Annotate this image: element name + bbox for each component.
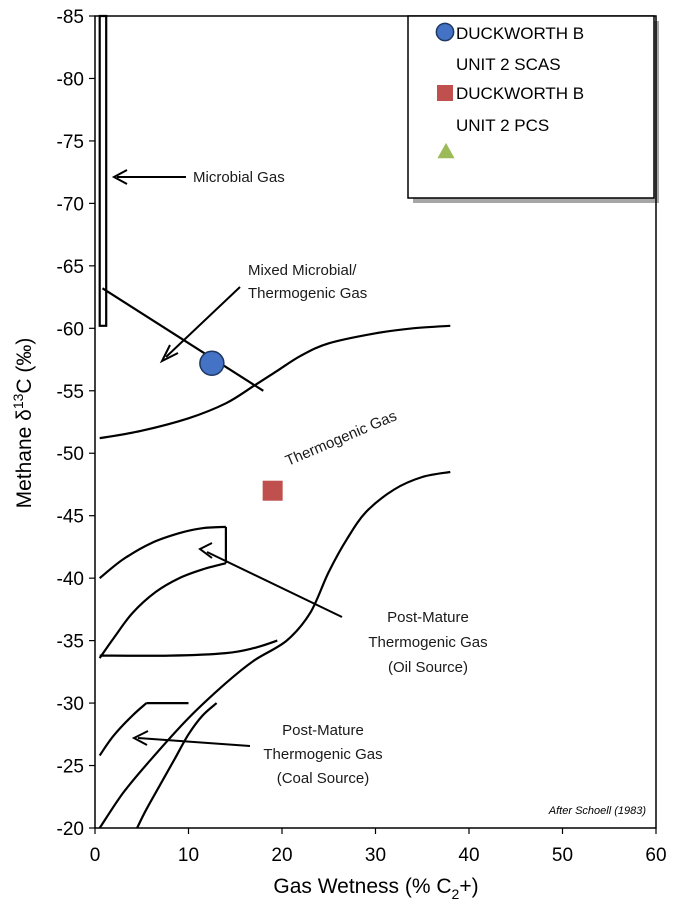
x-axis-title: Gas Wetness (% C2+) <box>273 875 478 902</box>
boundary-thermo-upper <box>99 324 451 440</box>
x-tick-label: 50 <box>552 845 573 866</box>
region-label-post-oil-line1: Post-Mature <box>387 609 469 626</box>
tick-layer: 0 10 20 30 40 50 60 -85 -80 -75 -70 -65 -60 -55 -50 -45… <box>57 7 667 866</box>
y-tick-label: -35 <box>57 632 84 653</box>
arrow-microbial <box>111 169 186 185</box>
region-label-post-oil-line3: (Oil Source) <box>388 659 468 676</box>
y-tick-label: -85 <box>57 7 84 28</box>
y-tick-label: -45 <box>57 507 84 528</box>
legend-label-pcs-line1: DUCKWORTH B <box>456 84 584 103</box>
boundary-coal-left <box>98 702 148 757</box>
y-tick-label: -75 <box>57 132 84 153</box>
y-tick-label: -60 <box>57 319 84 340</box>
x-tick-label: 10 <box>178 845 199 866</box>
x-tick-label: 20 <box>271 845 292 866</box>
boundary-oil-outer <box>99 525 226 580</box>
region-label-post-oil-line2: Thermogenic Gas <box>368 634 487 651</box>
boundary-microbial-box <box>98 14 108 327</box>
region-label-post-coal-line2: Thermogenic Gas <box>263 746 382 763</box>
y-tick-label: -50 <box>57 444 84 465</box>
boundary-mixed-line <box>101 287 264 392</box>
legend-label-scas-line2: UNIT 2 SCAS <box>456 55 561 74</box>
y-tick-label: -40 <box>57 569 84 590</box>
legend: DUCKWORTH B UNIT 2 SCAS DUCKWORTH B UNIT… <box>407 15 659 203</box>
region-label-microbial: Microbial Gas <box>193 169 285 186</box>
boundary-coal-inner <box>136 702 218 829</box>
y-tick-label: -20 <box>57 819 84 840</box>
region-label-mixed-line1: Mixed Microbial/ <box>248 262 357 279</box>
arrow-post-oil <box>198 542 343 618</box>
arrow-post-coal <box>131 730 251 747</box>
arrow-mixed <box>159 286 241 364</box>
region-label-post-coal-line1: Post-Mature <box>282 722 364 739</box>
y-tick-label: -55 <box>57 382 84 403</box>
boundary-oil-bottom <box>99 639 278 657</box>
legend-label-scas-line1: DUCKWORTH B <box>456 24 584 43</box>
legend-label-pcs-line2: UNIT 2 PCS <box>456 116 549 135</box>
region-label-post-coal-line3: (Coal Source) <box>277 770 370 787</box>
legend-symbol-square <box>437 85 453 101</box>
data-point-series-0 <box>199 350 225 377</box>
x-tick-label: 30 <box>365 845 386 866</box>
legend-box <box>407 15 655 199</box>
x-tick-label: 40 <box>458 845 479 866</box>
data-point-series-1 <box>262 480 283 501</box>
y-tick-label: -80 <box>57 69 84 90</box>
y-axis-title: Methane δ13C (‰) <box>10 338 36 509</box>
legend-symbol-circle <box>435 22 455 42</box>
boundary-oil-inner <box>98 562 227 659</box>
x-tick-label: 60 <box>645 845 666 866</box>
point-layer <box>199 350 283 501</box>
credit-note: After Schoell (1983) <box>548 805 647 817</box>
arrows <box>111 169 343 747</box>
x-tick-label: 0 <box>90 845 101 866</box>
legend-marker-scas <box>435 22 455 42</box>
y-tick-label: -65 <box>57 257 84 278</box>
y-tick-label: -25 <box>57 757 84 778</box>
legend-marker-triangle <box>437 142 455 159</box>
boundary-thermo-lower <box>98 470 451 829</box>
region-label-thermogenic: Thermogenic Gas <box>283 407 399 469</box>
y-tick-label: -70 <box>57 194 84 215</box>
legend-symbol-triangle <box>437 142 455 159</box>
region-label-mixed-line2: Thermogenic Gas <box>248 285 367 302</box>
y-tick-label: -30 <box>57 694 84 715</box>
legend-marker-pcs <box>437 85 453 101</box>
boundary-layer <box>98 14 451 829</box>
